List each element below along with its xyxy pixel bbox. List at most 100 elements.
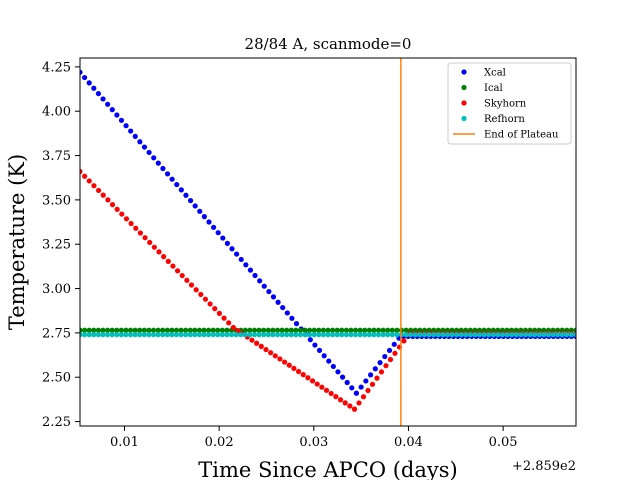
refhorn-point (173, 332, 180, 338)
skyhorn-point (323, 387, 330, 393)
refhorn-point (527, 332, 533, 338)
ical-point (371, 327, 377, 333)
refhorn-point (187, 332, 193, 338)
ical-point (224, 327, 230, 333)
skyhorn-point (174, 268, 181, 274)
xcal-point (293, 321, 300, 327)
skyhorn-point (356, 400, 362, 406)
refhorn-point (196, 332, 203, 338)
xcal-point (178, 187, 184, 193)
refhorn-point (440, 332, 446, 338)
refhorn-point (247, 332, 253, 338)
skyhorn-point (86, 178, 92, 184)
refhorn-point (357, 332, 363, 338)
ical-point (242, 327, 248, 333)
ical-point (284, 327, 290, 333)
ical-point (316, 327, 322, 333)
refhorn-point (228, 332, 235, 338)
refhorn-point (559, 332, 565, 338)
ical-point (91, 327, 97, 333)
x-tick-label: 0.05 (489, 435, 518, 450)
xcal-point (174, 181, 180, 188)
skyhorn-point (147, 239, 153, 246)
xcal-point (192, 203, 198, 209)
skyhorn-point (365, 387, 371, 394)
ical-point (100, 327, 106, 333)
refhorn-point (504, 332, 510, 338)
refhorn-point (95, 332, 101, 338)
skyhorn-point (212, 306, 218, 312)
skyhorn-point (263, 346, 269, 353)
xcal-point (100, 96, 106, 102)
skyhorn-point (305, 375, 311, 381)
refhorn-point (293, 332, 299, 338)
ical-point (380, 327, 386, 333)
legend-swatch-ical (461, 84, 467, 91)
skyhorn-point (193, 287, 199, 293)
skyhorn-point (268, 350, 274, 356)
refhorn-point (274, 332, 281, 338)
refhorn-point (352, 332, 359, 338)
skyhorn-point (360, 394, 367, 400)
ical-point (297, 327, 304, 333)
xcal-point (95, 90, 102, 97)
skyhorn-point (91, 183, 97, 189)
legend-swatch-xcal (461, 69, 467, 75)
xcal-point (187, 197, 194, 204)
xcal-point (82, 74, 88, 81)
refhorn-point (100, 332, 106, 338)
skyhorn-point (277, 356, 283, 362)
refhorn-point (141, 332, 147, 338)
xcal-point (155, 160, 161, 166)
refhorn-point (311, 332, 317, 338)
xcal-point (123, 123, 129, 129)
legend-swatch-skyhorn (461, 100, 467, 106)
refhorn-point (403, 332, 409, 338)
ical-point (279, 327, 285, 333)
series-layer (80, 58, 576, 426)
plot-frame (79, 57, 577, 427)
refhorn-point (417, 332, 423, 338)
refhorn-point (233, 332, 239, 338)
refhorn-point (385, 332, 391, 338)
ical-point (274, 327, 281, 333)
skyhorn-point (142, 235, 148, 241)
skyhorn-point (235, 328, 241, 334)
refhorn-point (481, 332, 487, 338)
ical-point (132, 327, 138, 333)
refhorn-point (555, 332, 561, 338)
ical-point (385, 327, 391, 333)
skyhorn-point (216, 310, 222, 316)
xcal-point (280, 304, 286, 311)
y-tick-label: 3.75 (42, 149, 71, 164)
ical-point (114, 327, 120, 333)
ical-point (357, 327, 363, 333)
skyhorn-point (95, 187, 102, 194)
skyhorn-point (105, 197, 111, 203)
skyhorn-point (328, 390, 334, 397)
ical-point (173, 327, 180, 333)
refhorn-point (564, 332, 570, 338)
refhorn-point (238, 332, 244, 338)
ical-point (178, 327, 184, 333)
skyhorn-point (333, 394, 339, 400)
refhorn-point (80, 332, 83, 338)
ical-point (339, 327, 345, 333)
refhorn-point (458, 332, 464, 338)
skyhorn-point (207, 301, 213, 307)
skyhorn-point (151, 244, 157, 250)
refhorn-point (431, 332, 437, 338)
refhorn-point (499, 332, 506, 338)
skyhorn-point (319, 384, 325, 390)
skyhorn-point (300, 372, 306, 378)
skyhorn-point (133, 225, 139, 231)
skyhorn-point (161, 254, 167, 260)
x-tick-label: 0.02 (205, 435, 234, 450)
refhorn-point (164, 332, 170, 338)
xcal-point (349, 385, 355, 391)
y-tick-label: 4.00 (42, 105, 71, 120)
refhorn-point (279, 332, 285, 338)
ical-point (118, 327, 124, 333)
xcal-point (164, 171, 171, 177)
skyhorn-series (80, 168, 576, 412)
